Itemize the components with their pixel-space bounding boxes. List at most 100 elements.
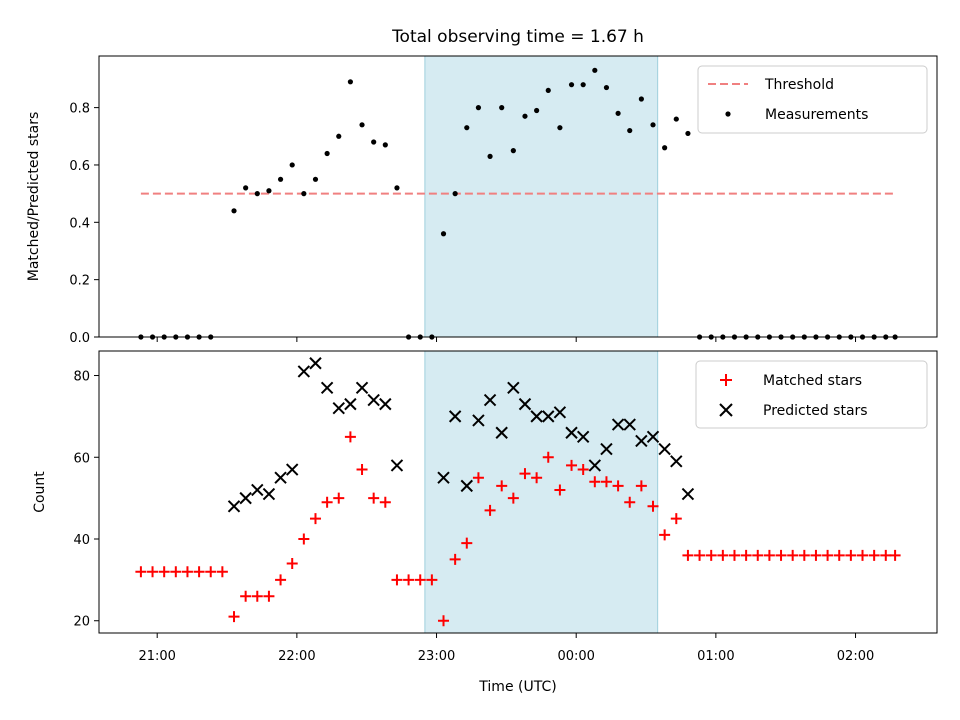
bottom-panel-highlight-span [424,350,659,634]
y-tick-label: 0.4 [69,216,90,231]
matched-star-point [263,590,275,602]
top-panel: 0.00.20.40.60.8 Matched/Predicted stars … [26,55,938,346]
top-panel-frame [98,55,938,338]
matched-star-point [426,574,438,586]
measurement-point [289,162,295,168]
matched-star-point [147,566,159,578]
predicted-star-point [518,397,532,411]
y-tick-label: 80 [73,370,90,385]
measurement-point [662,145,668,151]
matched-star-point [868,549,880,561]
predicted-star-point [251,483,264,497]
x-tick-label: 23:00 [418,649,455,664]
matched-star-point [205,566,217,578]
matched-star-point [740,549,752,561]
measurement-point [592,67,598,73]
predicted-star-point [681,487,695,501]
predicted-star-point [611,418,625,431]
legend-measurements-marker [725,111,731,117]
measurement-point [382,142,388,148]
measurement-point [324,150,330,157]
matched-star-point [822,549,834,561]
predicted-star-point [623,418,636,431]
matched-star-point [181,566,193,578]
matched-star-point [566,459,578,471]
matched-star-point [880,549,892,561]
measurement-point [510,148,516,154]
matched-star-point [705,549,717,561]
x-axis-ticks: 21:00 22:00 23:00 00:00 01:00 02:00 [138,649,874,664]
measurement-point [522,113,528,119]
matched-star-point [275,574,287,586]
measurement-point [673,116,679,122]
predicted-star-point [565,426,578,439]
y-tick-label: 20 [73,615,90,630]
matched-star-point [670,513,682,525]
measurement-point [475,105,482,111]
predicted-star-point [390,459,404,472]
matched-star-point [647,500,659,512]
predicted-star-point [635,434,648,448]
matched-star-point [449,553,461,565]
matched-star-point [857,549,869,561]
top-legend-box [697,65,928,134]
legend-predicted-marker [719,403,733,417]
measurement-point [580,82,586,88]
measurement-point [243,185,249,191]
predicted-star-point [239,491,252,505]
matched-star-point [889,549,901,561]
predicted-star-point [472,414,485,427]
matched-star-point [321,496,333,508]
measurement-point [371,139,377,145]
matched-star-point [309,513,321,525]
bottom-panel-ylabel: Count [32,471,48,513]
measurement-point [603,84,610,91]
measurement-point [452,191,458,197]
measurement-point [464,125,470,131]
predicted-star-point [262,487,276,501]
matched-star-point [845,549,857,561]
chart-title: Total observing time = 1.67 h [391,27,644,47]
matched-star-point [554,484,566,496]
predicted-star-point [379,397,392,411]
matched-star-point [775,549,787,561]
top-panel-highlight-span [424,55,659,338]
legend-matched-label: Matched stars [763,373,862,389]
matched-star-point [403,574,415,586]
matched-star-point [158,566,170,578]
measurement-point [277,176,284,182]
y-tick-label: 60 [73,451,90,466]
measurement-point [638,96,644,102]
matched-star-point [135,566,147,578]
measurement-point [312,176,319,182]
matched-star-point [659,529,671,541]
matched-star-point [519,468,531,480]
predicted-star-point [483,393,497,407]
predicted-star-point [658,442,671,456]
x-axis-label: Time (UTC) [478,679,556,695]
matched-star-point [787,549,799,561]
matched-star-point [333,492,345,504]
x-tick-label: 01:00 [697,649,734,664]
matched-star-point [484,504,496,516]
x-tick-label: 00:00 [557,649,594,664]
measurement-point [545,87,551,94]
matched-star-point [251,590,263,602]
matched-star-point [298,533,310,545]
predicted-star-point [448,410,462,423]
predicted-star-point [437,471,450,484]
legend-measurements-label: Measurements [765,107,868,123]
measurement-point [615,110,621,116]
matched-star-point [461,537,473,549]
predicted-star-point [460,479,473,493]
matched-star-point [193,566,205,578]
predicted-star-point [227,500,241,513]
matched-star-point [717,549,729,561]
y-tick-label: 0.8 [69,102,90,117]
matched-star-point [589,476,601,488]
measurement-point [266,188,272,194]
measurement-point [534,107,540,114]
predicted-star-point [507,381,520,394]
matched-star-point [694,549,706,561]
